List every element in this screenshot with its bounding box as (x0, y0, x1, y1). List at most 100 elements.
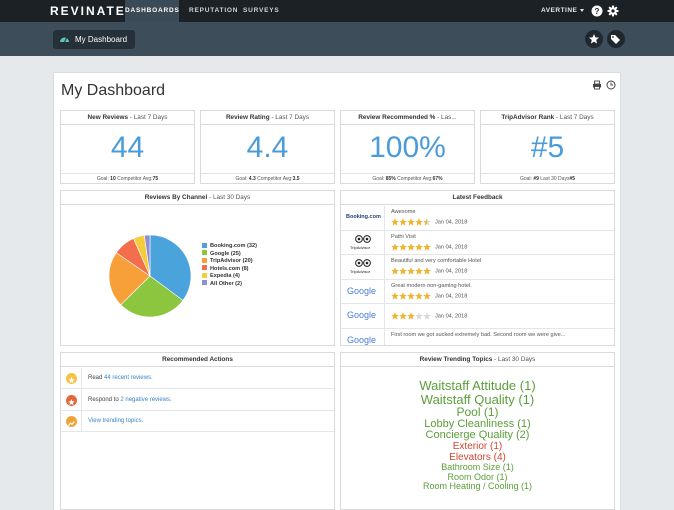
kpi-card-tripadvisor-rank[interactable]: TripAdvisor Rank - Last 7 Days #5 Goal: … (480, 110, 615, 184)
kpi-card-recommended[interactable]: Review Recommended % - Las... 100% Goal:… (340, 110, 475, 184)
feedback-row[interactable]: Booking.com Awesome Jan 04, 2018 (341, 206, 614, 231)
trending-topic[interactable]: Exterior (1) (452, 440, 503, 452)
legend-swatch (202, 250, 207, 256)
pie-slice-booking-com[interactable] (149, 234, 192, 301)
tab-surveys[interactable]: SURVEYS (243, 7, 280, 14)
feedback-row[interactable]: TripAdvisor Pathi Visit Jan 04, 2018 (341, 230, 614, 256)
legend-item: Google (25) (202, 250, 257, 259)
action-icon-cell (61, 389, 82, 411)
trending-topic[interactable]: Elevators (4) (449, 451, 506, 463)
recommended-actions-card: Recommended Actions Read 44 recent revie… (60, 352, 335, 510)
card-header: Latest Feedback (341, 191, 614, 205)
star-rating (391, 292, 431, 300)
competitor-label: Last 30 Days (538, 176, 570, 182)
feedback-title[interactable]: Beautiful and very comfortable Hotel (391, 258, 482, 265)
star-filled (423, 242, 431, 251)
card-title: Review Trending Topics (419, 356, 493, 363)
feedback-title[interactable]: First room we got sucked extremely bad. … (391, 332, 566, 338)
trending-topic[interactable]: Room Odor (1) (447, 471, 508, 482)
feedback-row[interactable]: Google First room we got sucked extremely… (341, 329, 614, 345)
feedback-row[interactable]: Google Great modern non-gaming hotel. Jan … (341, 279, 614, 305)
reviews-by-channel-card: Reviews By Channel - Last 30 Days Bookin… (60, 190, 335, 346)
trending-topic[interactable]: Bathroom Size (1) (441, 462, 514, 473)
action-row: Read 44 recent reviews. (61, 368, 334, 389)
legend-label: Booking.com (32) (210, 243, 257, 249)
feedback-date: Jan 04, 2018 (435, 219, 468, 226)
print-icon[interactable] (592, 80, 602, 90)
star-badge-icon (66, 373, 77, 384)
action-icon-cell (61, 368, 82, 389)
kpi-title: New Reviews (87, 114, 129, 121)
tags-button[interactable] (607, 30, 625, 48)
feedback-row[interactable]: TripAdvisor Beautiful and very comfortabl… (341, 255, 614, 280)
legend-swatch (202, 257, 207, 263)
kpi-value: 44 (110, 131, 145, 164)
tab-reputation[interactable]: REPUTATION (189, 7, 239, 14)
feedback-title[interactable]: Pathi Visit (391, 233, 416, 240)
favorite-button[interactable] (585, 30, 603, 48)
source-name: Google (347, 310, 377, 321)
card-header: Recommended Actions (61, 353, 334, 367)
trending-topic[interactable]: Pool (1) (456, 405, 499, 420)
help-icon[interactable]: ? (591, 5, 603, 17)
feedback-row[interactable]: Google Jan 04, 2018 (341, 304, 614, 329)
my-dashboard-button[interactable]: My Dashboard (53, 30, 136, 49)
trending-topic[interactable]: Waitstaff Quality (1) (420, 391, 535, 407)
pie-slice-all-other[interactable] (144, 234, 151, 277)
competitor-label: Competitor Avg: (115, 176, 153, 182)
revinate-logo[interactable]: REVINATE (50, 4, 126, 18)
feedback-title[interactable]: Awesome (391, 209, 416, 215)
star-rating (391, 267, 431, 275)
kpi-header: New Reviews - Last 7 Days (61, 111, 194, 125)
star-filled (391, 218, 399, 226)
star-filled (423, 267, 431, 275)
star-filled (415, 242, 423, 251)
action-link[interactable]: 44 recent reviews. (104, 375, 153, 381)
clock-icon[interactable] (606, 80, 616, 90)
gear-icon[interactable] (607, 5, 619, 17)
card-header: Review Trending Topics - Last 30 Days (341, 353, 614, 367)
owl-icon (355, 234, 371, 243)
feedback-date: Jan 04, 2018 (435, 244, 468, 251)
action-text: Respond to 2 negative reviews. (88, 390, 172, 411)
trending-topic[interactable]: Waitstaff Attitude (1) (419, 378, 536, 393)
star-filled (391, 267, 399, 275)
feedback-date: Jan 04, 2018 (435, 268, 468, 275)
kpi-footer: Goal: 4.3 Competitor Avg:3.5 (201, 173, 334, 183)
pie-slice-google[interactable] (120, 275, 184, 318)
kpi-title: Review Rating (225, 114, 270, 121)
action-link[interactable]: 2 negative reviews. (120, 396, 172, 403)
trending-topic[interactable]: Room Heating / Cooling (1) (422, 481, 533, 492)
star-rating (391, 312, 431, 320)
dashboard-gauge-icon (60, 37, 69, 43)
kpi-period: - Last 7 Days (554, 114, 594, 121)
action-text: View trending topics. (88, 411, 143, 432)
trending-topic[interactable]: Concierge Quality (2) (425, 429, 530, 442)
star-filled (407, 267, 415, 275)
pie-slice-tripadvisor[interactable] (108, 252, 151, 306)
action-link[interactable]: View trending topics. (88, 418, 144, 424)
kpi-footer: Goal: #9 Last 30 Days#5 (481, 173, 614, 183)
kpi-card-review-rating[interactable]: Review Rating - Last 7 Days 4.4 Goal: 4.… (200, 110, 335, 184)
star-empty (423, 312, 431, 320)
feedback-title[interactable]: Great modern non-gaming hotel. (391, 282, 472, 289)
tab-dashboards[interactable]: DASHBOARDS (125, 0, 179, 22)
legend-item: Hotels.com (8) (202, 265, 257, 274)
kpi-header: Review Recommended % - Las... (341, 111, 474, 125)
star-rating (391, 242, 431, 251)
kpi-header: TripAdvisor Rank - Last 7 Days (481, 111, 614, 125)
legend-swatch (202, 272, 207, 278)
feedback-meta: Jan 04, 2018 (391, 242, 468, 251)
trending-topic[interactable]: Lobby Cleanliness (1) (424, 417, 531, 430)
goal-value: #9 (533, 176, 539, 182)
feedback-meta: Jan 04, 2018 (391, 292, 467, 300)
goal-label: Goal: (372, 176, 386, 182)
kpi-card-new-reviews[interactable]: New Reviews - Last 7 Days 44 Goal: 10 Co… (60, 110, 195, 184)
tags-icon (611, 35, 620, 44)
feedback-date: Jan 04, 2018 (435, 313, 468, 320)
user-menu[interactable]: AVERTINE (541, 0, 585, 22)
star-filled (399, 242, 407, 251)
kpi-period: - Las... (435, 114, 457, 121)
star-filled (407, 292, 415, 300)
goal-value: 85% (385, 176, 396, 182)
